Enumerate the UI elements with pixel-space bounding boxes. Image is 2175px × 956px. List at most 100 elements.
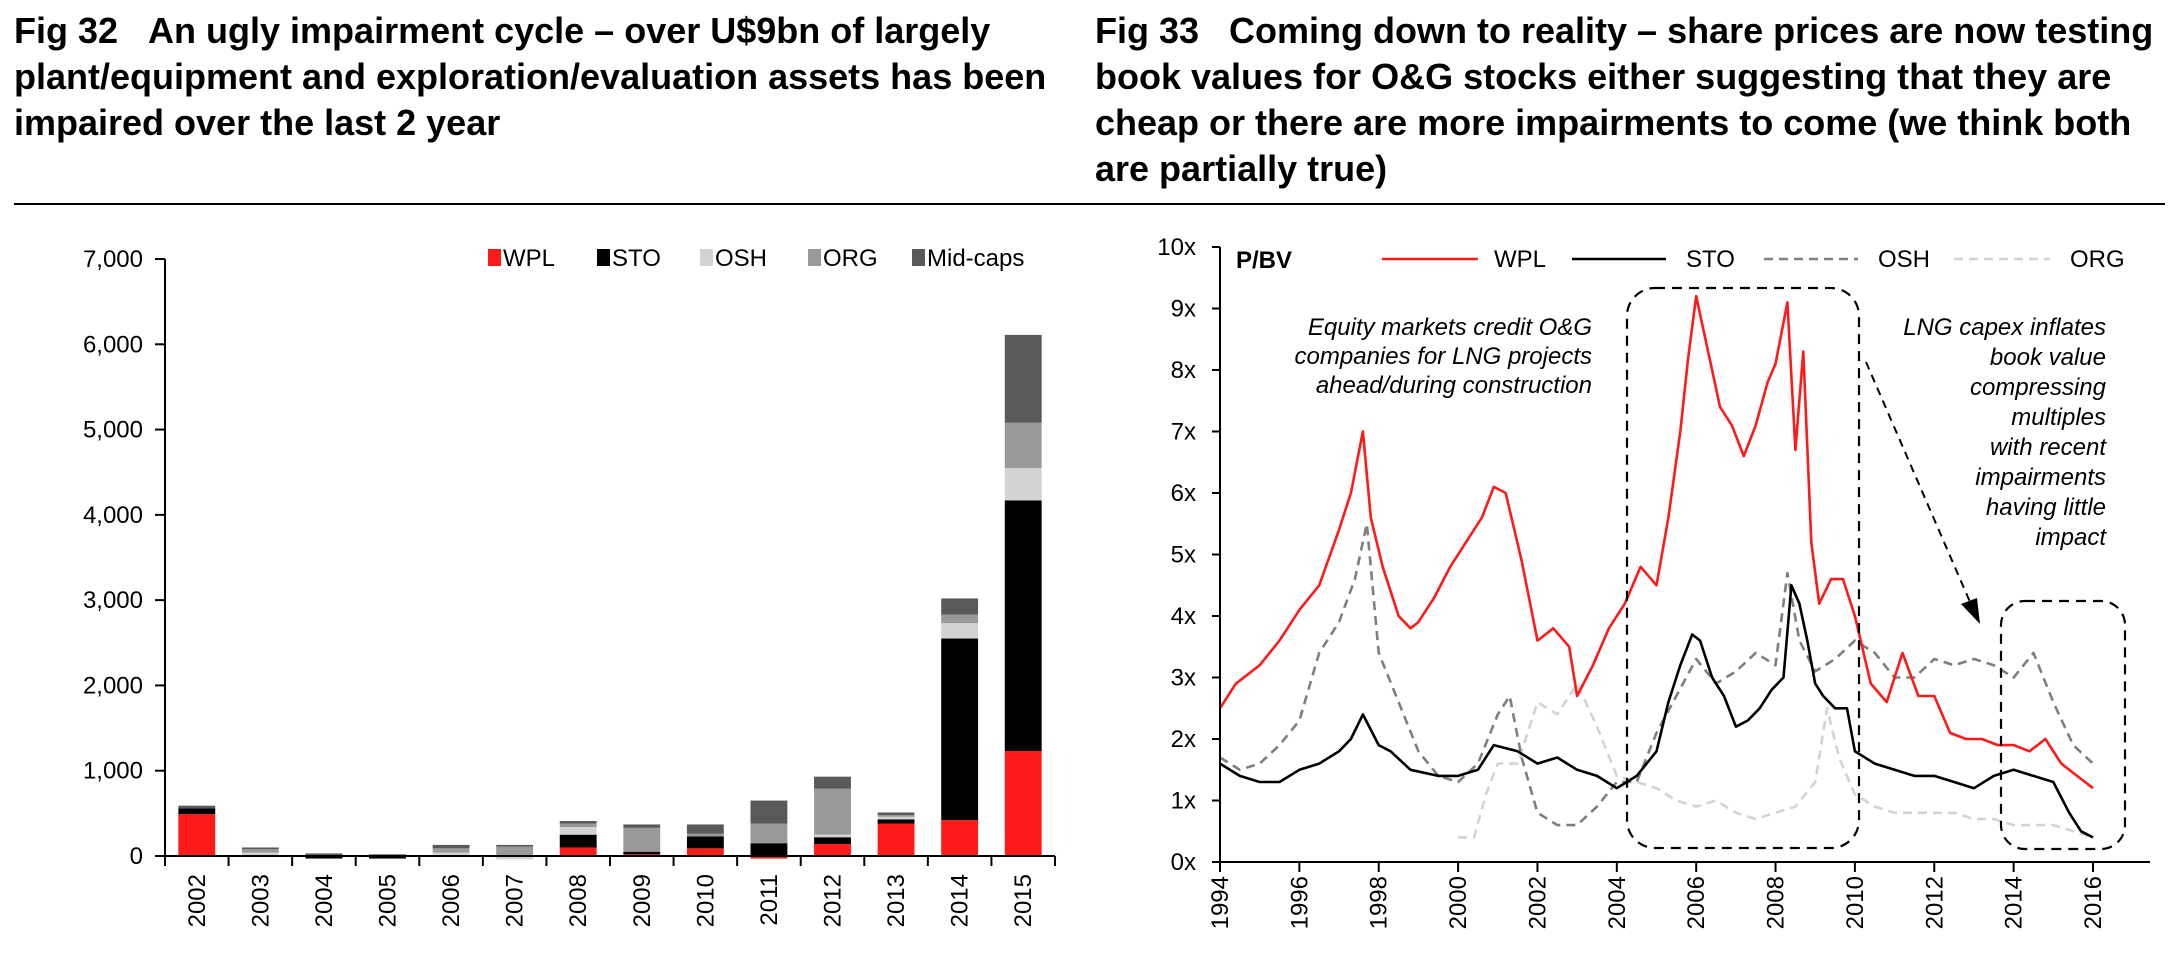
- bar-osh-2003: [241, 852, 279, 856]
- highlight-box-2014-2016: [1999, 599, 2127, 851]
- x-tick-label: 2015: [1010, 874, 1037, 927]
- fig32-title: Fig 32 An ugly impairment cycle – over U…: [14, 8, 1054, 146]
- legend-label-org: ORG: [2070, 246, 2125, 273]
- bar-mid-caps-2014: [941, 598, 979, 615]
- legend-label-osh: OSH: [715, 245, 767, 272]
- annotation-left-line: ahead/during construction: [1316, 372, 1592, 399]
- annotation-right-line: LNG capex inflates: [1903, 314, 2106, 341]
- bar-wpl-2014: [941, 820, 979, 856]
- x-tick-label: 1994: [1207, 876, 1234, 929]
- bar-org-2011: [750, 823, 788, 844]
- bar-wpl-2010: [686, 848, 724, 856]
- x-tick-label: 2016: [2080, 876, 2107, 929]
- bar-sto-2015: [1004, 500, 1042, 752]
- bar-org-2006: [432, 848, 470, 853]
- x-tick-label: 1996: [1286, 876, 1313, 929]
- y-tick-label: 5x: [1171, 542, 1196, 569]
- y-tick-label: 4,000: [83, 502, 143, 529]
- bar-mid-caps-2011: [750, 800, 788, 824]
- x-tick-label: 2004: [311, 874, 338, 927]
- x-tick-label: 2011: [756, 874, 783, 926]
- fig33-title-text: Coming down to reality – share prices ar…: [1095, 10, 2154, 189]
- bar-mid-caps-2002: [178, 805, 216, 809]
- legend-label-wpl: WPL: [503, 245, 555, 272]
- y-tick-label: 1x: [1171, 788, 1196, 815]
- y-tick-label: 0: [130, 843, 143, 870]
- fig32-title-text: An ugly impairment cycle – over U$9bn of…: [14, 10, 1047, 143]
- bar-osh-2007: [496, 856, 534, 860]
- bar-mid-caps-2007: [496, 844, 534, 847]
- y-tick-label: 0x: [1171, 849, 1196, 876]
- y-tick-label: 3x: [1171, 665, 1196, 692]
- annotation-right-line: with recent: [1990, 434, 2107, 461]
- annotation-right-line: book value: [1990, 344, 2106, 371]
- y-tick-label: 6x: [1171, 480, 1196, 507]
- y-tick-label: 2,000: [83, 672, 143, 699]
- bar-sto-2013: [877, 819, 915, 824]
- legend-label-org: ORG: [823, 245, 878, 272]
- line-sto: [1219, 583, 2094, 839]
- annotation-right-line: impact: [2035, 524, 2107, 551]
- x-tick-label: 2004: [1604, 876, 1631, 929]
- bar-wpl-2002: [178, 814, 216, 856]
- annotation-right-line: compressing: [1970, 374, 2107, 401]
- y-tick-label: 7x: [1171, 419, 1196, 446]
- impairment-bar-chart: 0 1,000 2,000 3,000 4,000 5,000 6,000 7,000 2002…: [83, 245, 1056, 927]
- bar-org-2014: [941, 614, 979, 624]
- bar-mid-caps-2004: [305, 853, 343, 856]
- x-tick-label: 2010: [1842, 876, 1869, 929]
- x-tick-label: 2003: [247, 874, 274, 927]
- bar-org-2009: [623, 827, 661, 852]
- x-tick-label: 2006: [1683, 876, 1710, 929]
- y-tick-label: 3,000: [83, 587, 143, 614]
- y-tick-label: 1,000: [83, 758, 143, 785]
- bar-org-2010: [686, 833, 724, 837]
- y-tick-label: 8x: [1171, 357, 1196, 384]
- x-tick-label: 2008: [565, 874, 592, 927]
- y-tick-label: 7,000: [83, 246, 143, 273]
- y-tick-label: 9x: [1171, 296, 1196, 323]
- line-osh: [1219, 522, 2094, 827]
- annotation-left-line: Equity markets credit O&G: [1308, 314, 1592, 341]
- bar-mid-caps-2006: [432, 844, 470, 849]
- y-tick-label: 6,000: [83, 331, 143, 358]
- bar-org-2007: [496, 846, 534, 856]
- bar-org-2012: [814, 788, 851, 835]
- fig33-title: Fig 33 Coming down to reality – share pr…: [1095, 8, 2165, 192]
- x-tick-label: 1998: [1366, 876, 1393, 929]
- fig32-number: Fig 32: [14, 10, 119, 51]
- x-tick-label: 2012: [820, 874, 847, 927]
- bar-sto-2008: [559, 834, 597, 848]
- bar-osh-2006: [432, 852, 470, 856]
- bar-mid-caps-2013: [877, 812, 915, 816]
- bar-wpl-2011: [750, 856, 788, 859]
- x-tick-label: 2009: [629, 874, 656, 927]
- annotation-left-line: companies for LNG projects: [1295, 343, 1592, 370]
- x-tick-label: 2006: [438, 874, 465, 927]
- bar-sto-2002: [178, 808, 216, 815]
- bar-sto-2011: [750, 843, 788, 856]
- x-tick-label: 2010: [692, 874, 719, 927]
- bar-mid-caps-2008: [559, 821, 597, 824]
- legend-swatch-wpl: [488, 249, 501, 266]
- legend-label-wpl: WPL: [1494, 246, 1546, 273]
- x-tick-label: 2008: [1763, 876, 1790, 929]
- highlight-box-2005-2009: [1625, 286, 1861, 850]
- line-org: [1458, 682, 2094, 839]
- line-wpl: [1218, 294, 2094, 790]
- x-tick-label: 2012: [1921, 876, 1948, 929]
- annotation-right-line: impairments: [1975, 464, 2106, 491]
- legend-label-sto: STO: [1686, 246, 1735, 273]
- y-tick-label: 4x: [1171, 603, 1196, 630]
- annotation-right-line: multiples: [2011, 404, 2106, 431]
- bar-sto-2004: [305, 856, 343, 859]
- annotation-right-line: having little: [1986, 494, 2106, 521]
- legend-swatch-mid-caps: [912, 249, 925, 266]
- annotation-arrowhead: [1961, 598, 1980, 624]
- bar-org-2013: [877, 815, 915, 817]
- x-tick-label: 2000: [1445, 876, 1472, 929]
- bar-mid-caps-2009: [623, 824, 661, 828]
- bar-sto-2014: [941, 638, 979, 821]
- bar-osh-2015: [1004, 467, 1042, 501]
